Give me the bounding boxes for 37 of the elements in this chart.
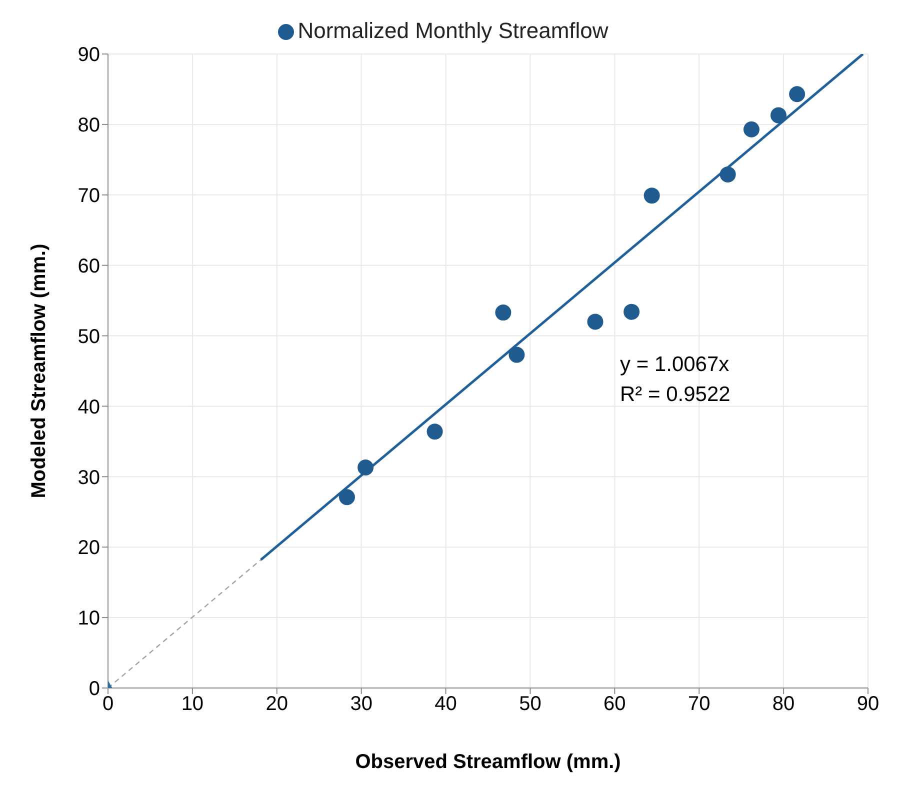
y-tick-label: 50 <box>78 326 100 348</box>
y-tick-label: 30 <box>78 466 100 489</box>
x-tick-label: 10 <box>181 693 204 716</box>
x-tick-label: 70 <box>688 693 710 716</box>
y-tick-label: 70 <box>78 184 100 207</box>
x-axis-title: Observed Streamflow (mm.) <box>355 751 621 773</box>
point <box>426 424 443 440</box>
point <box>743 121 760 138</box>
y-axis-title: Modeled Streamflow (mm.) <box>28 244 50 498</box>
annotation: y = 1.0067x <box>620 352 730 378</box>
y-tick-label: 80 <box>78 114 100 137</box>
point <box>644 188 660 204</box>
x-tick-label: 50 <box>519 693 542 716</box>
point <box>495 304 512 321</box>
x-tick-label: 90 <box>856 693 880 716</box>
point <box>720 166 736 182</box>
y-tick-label: 60 <box>78 255 100 278</box>
x-tick-label: 80 <box>772 693 795 716</box>
point <box>338 489 355 506</box>
point <box>770 107 786 124</box>
point <box>358 460 374 476</box>
point <box>587 314 604 330</box>
x-tick-label: 20 <box>266 693 288 716</box>
y-tick-label: 0 <box>88 678 100 700</box>
x-tick-label: 40 <box>434 693 457 716</box>
y-tick-label: 90 <box>78 44 100 66</box>
x-tick-label: 0 <box>102 693 114 716</box>
y-tick-label: 40 <box>78 396 100 418</box>
point <box>508 346 525 363</box>
point <box>789 86 806 102</box>
x-tick-label: 30 <box>350 693 372 716</box>
x-tick-label: 60 <box>604 693 626 716</box>
point <box>624 304 640 320</box>
legend-label: Normalized Monthly Streamflow <box>298 18 608 43</box>
y-tick-label: 10 <box>78 608 100 630</box>
y-tick-label: 20 <box>78 537 100 560</box>
annotation: R² = 0.9522 <box>620 382 730 408</box>
